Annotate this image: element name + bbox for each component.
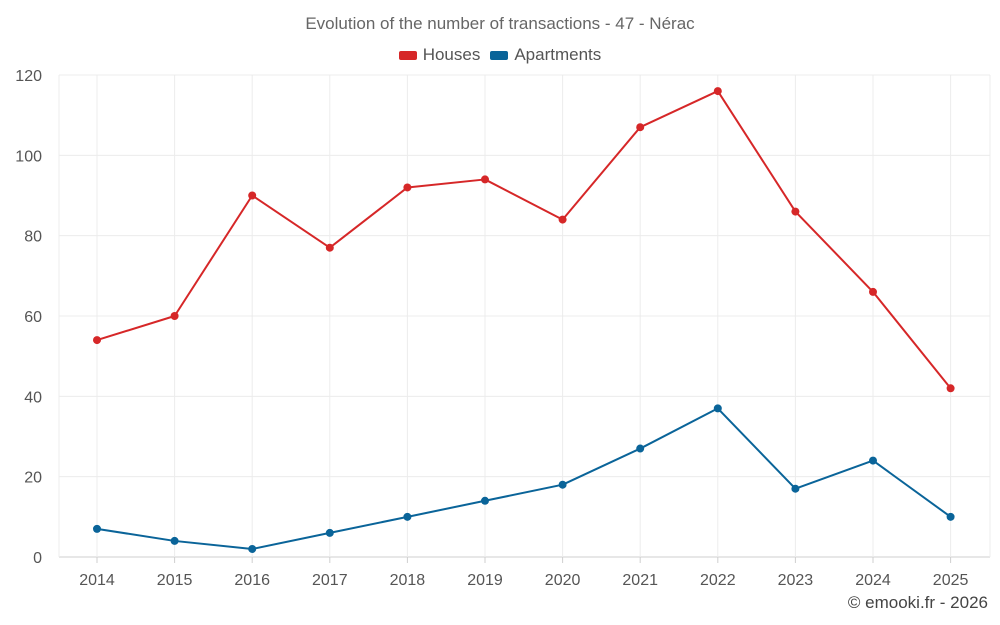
x-tick-label: 2014 xyxy=(79,572,115,589)
data-point-apartments xyxy=(403,512,412,521)
x-tick-label: 2019 xyxy=(467,572,503,589)
x-tick-label: 2025 xyxy=(933,572,969,589)
data-point-houses xyxy=(869,287,877,296)
legend-label-houses: Houses xyxy=(422,45,481,64)
x-tick-label: 2021 xyxy=(622,572,658,589)
data-point-apartments xyxy=(170,536,179,545)
x-tick-label: 2024 xyxy=(855,572,891,589)
y-tick-label: 40 xyxy=(24,389,42,406)
x-tick-label: 2023 xyxy=(778,572,814,589)
watermark: © emooki.fr - 2026 xyxy=(847,593,988,612)
data-point-apartments xyxy=(93,524,101,533)
data-point-houses xyxy=(248,191,257,200)
y-tick-label: 60 xyxy=(24,309,42,326)
data-point-houses xyxy=(325,243,334,252)
chart-title: Evolution of the number of transactions … xyxy=(305,14,695,33)
data-point-apartments xyxy=(636,444,645,453)
y-tick-label: 80 xyxy=(24,229,42,246)
legend-item-apartments[interactable]: Apartments xyxy=(490,45,601,65)
data-point-apartments xyxy=(481,496,489,505)
data-point-houses xyxy=(93,336,101,345)
data-point-houses xyxy=(636,123,645,132)
data-point-apartments xyxy=(791,484,800,493)
x-tick-label: 2016 xyxy=(234,572,270,589)
y-tick-label: 100 xyxy=(15,148,42,165)
data-point-houses xyxy=(946,384,955,393)
legend-swatch-houses xyxy=(398,50,417,60)
y-tick-label: 120 xyxy=(15,68,42,85)
data-point-apartments xyxy=(248,544,257,553)
y-tick-label: 20 xyxy=(24,470,42,487)
x-tick-label: 2015 xyxy=(157,572,193,589)
x-tick-label: 2022 xyxy=(700,572,736,589)
data-point-apartments xyxy=(558,480,567,489)
data-point-houses xyxy=(713,87,722,96)
data-point-apartments xyxy=(325,528,334,537)
series-line-houses xyxy=(96,90,952,389)
data-point-apartments xyxy=(713,404,722,413)
data-point-apartments xyxy=(946,512,955,521)
data-point-houses xyxy=(791,207,800,216)
series-line-apartments xyxy=(96,407,952,550)
x-tick-label: 2017 xyxy=(312,572,348,589)
x-tick-label: 2020 xyxy=(545,572,581,589)
data-point-houses xyxy=(558,215,567,224)
legend-label-apartments: Apartments xyxy=(514,45,602,64)
x-tick-label: 2018 xyxy=(390,572,426,589)
y-tick-label: 0 xyxy=(33,550,42,567)
legend: Houses Apartments xyxy=(0,45,1000,65)
legend-item-houses[interactable]: Houses xyxy=(398,45,481,65)
data-point-houses xyxy=(403,183,412,192)
legend-swatch-apartments xyxy=(490,50,509,60)
data-point-apartments xyxy=(869,456,877,465)
data-point-houses xyxy=(170,312,179,320)
data-point-houses xyxy=(481,175,489,184)
